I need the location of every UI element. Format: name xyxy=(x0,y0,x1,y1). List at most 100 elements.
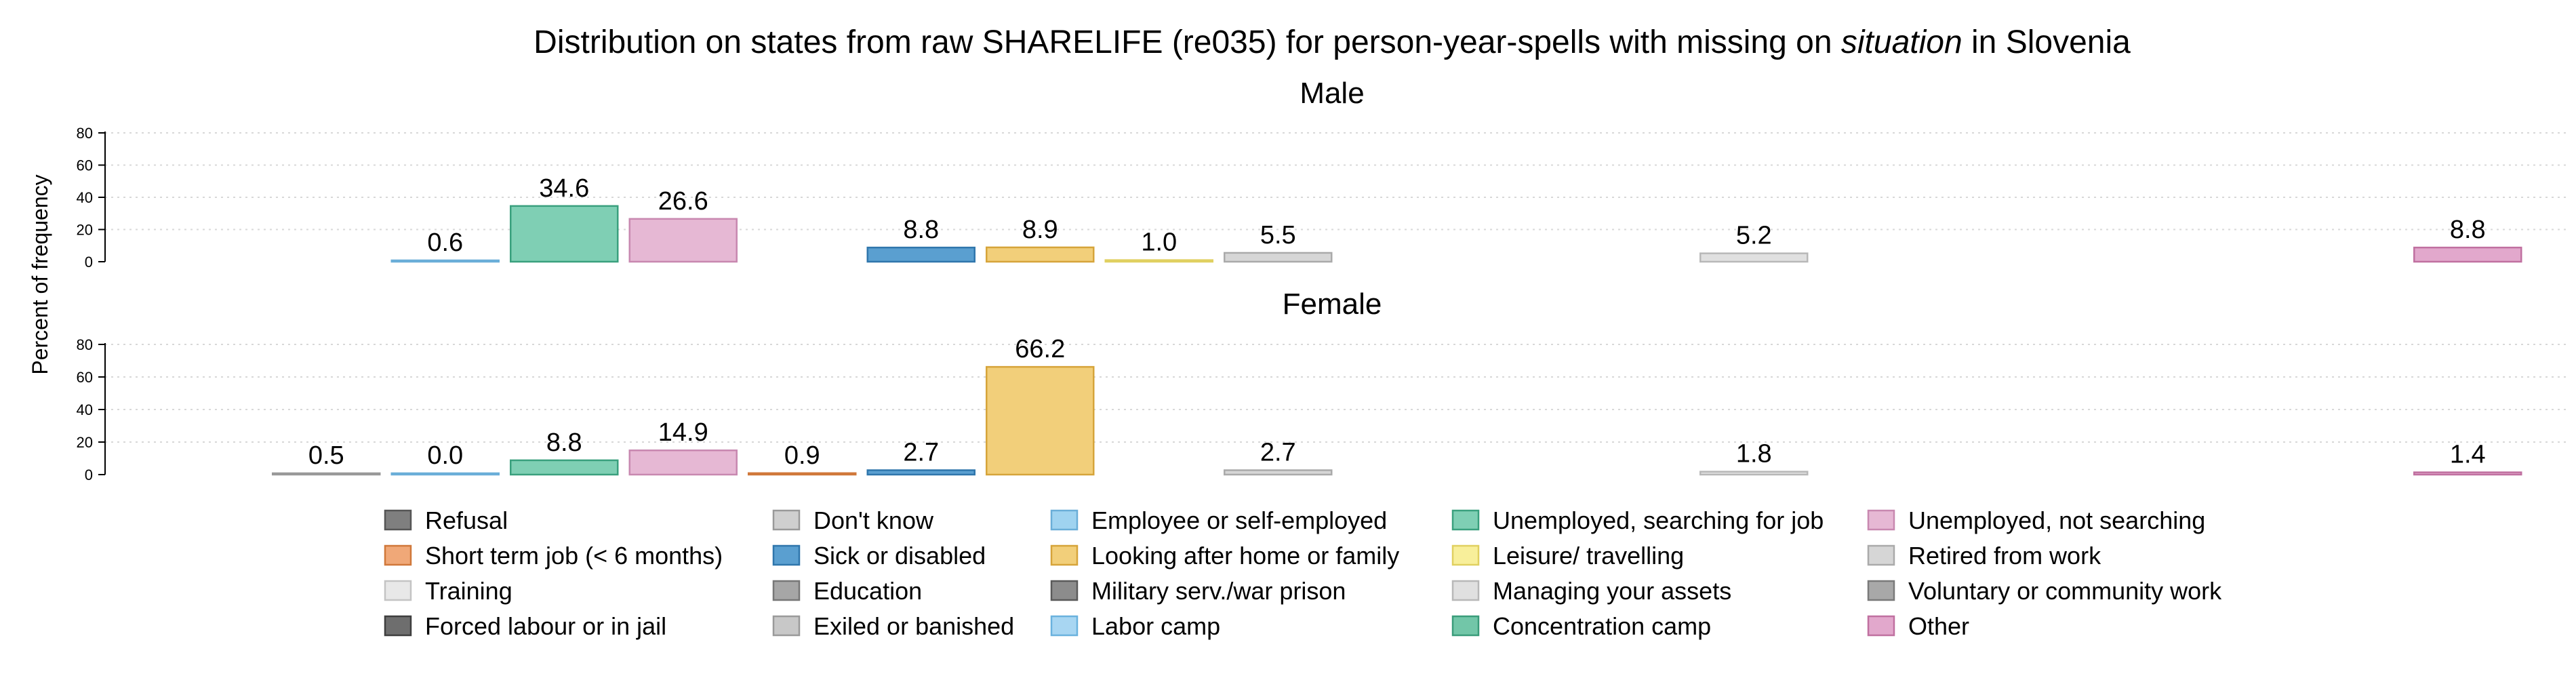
bar xyxy=(2413,471,2522,476)
data-label: 5.2 xyxy=(1736,222,1772,250)
legend-label: Don't know xyxy=(813,506,934,534)
legend-swatch xyxy=(384,509,412,531)
y-tick-label: 60 xyxy=(77,157,93,174)
legend-item: Retired from work xyxy=(1867,542,2101,570)
legend-swatch xyxy=(1050,615,1079,637)
legend-swatch xyxy=(772,580,801,601)
data-label: 8.8 xyxy=(903,216,939,244)
legend-swatch xyxy=(1867,615,1895,637)
chart-title-part: Distribution on states from raw SHARELIF… xyxy=(534,24,1841,60)
legend-item: Short term job (< 6 months) xyxy=(384,542,723,570)
bar xyxy=(866,246,975,263)
legend-label: Refusal xyxy=(425,506,508,534)
legend-label: Other xyxy=(1908,612,1969,640)
legend-label: Labor camp xyxy=(1091,612,1220,640)
legend-swatch xyxy=(1451,615,1480,637)
data-label: 0.6 xyxy=(427,228,463,257)
bar xyxy=(272,472,381,476)
bar xyxy=(628,449,738,476)
bar xyxy=(1224,252,1333,263)
chart-title-italic-part: situation xyxy=(1841,24,1963,60)
legend-item: Unemployed, searching for job xyxy=(1451,506,1824,534)
legend-item: Voluntary or community work xyxy=(1867,577,2222,605)
data-label: 5.5 xyxy=(1260,221,1296,250)
legend-label: Managing your assets xyxy=(1493,577,1731,605)
legend-swatch xyxy=(1867,544,1895,566)
bar xyxy=(628,218,738,263)
legend-item: Leisure/ travelling xyxy=(1451,542,1684,570)
legend-item: Sick or disabled xyxy=(772,542,986,570)
legend-label: Exiled or banished xyxy=(813,612,1014,640)
legend-swatch xyxy=(384,615,412,637)
legend-label: Voluntary or community work xyxy=(1908,577,2222,605)
legend-label: Employee or self-employed xyxy=(1091,506,1387,534)
legend-swatch xyxy=(1867,580,1895,601)
bar xyxy=(510,205,619,263)
legend-label: Short term job (< 6 months) xyxy=(425,542,723,570)
y-tick-label: 40 xyxy=(77,401,93,418)
legend-item: Other xyxy=(1867,612,1969,640)
legend-swatch xyxy=(772,544,801,566)
bar xyxy=(2413,246,2522,263)
data-label: 0.9 xyxy=(784,441,820,470)
panel-title: Female xyxy=(1283,287,1382,321)
legend-label: Unemployed, searching for job xyxy=(1493,506,1824,534)
y-tick-label: 80 xyxy=(77,125,93,142)
legend-item: Military serv./war prison xyxy=(1050,577,1346,605)
y-tick-label: 0 xyxy=(85,254,93,271)
data-label: 1.0 xyxy=(1141,228,1177,257)
y-tick-label: 40 xyxy=(77,189,93,206)
legend-label: Retired from work xyxy=(1908,542,2101,570)
legend-label: Training xyxy=(425,577,512,605)
legend-item: Education xyxy=(772,577,922,605)
bar xyxy=(986,246,1095,263)
legend-label: Concentration camp xyxy=(1493,612,1711,640)
y-tick-label: 20 xyxy=(77,222,93,239)
legend-swatch xyxy=(772,509,801,531)
data-label: 66.2 xyxy=(1015,335,1065,363)
legend-swatch xyxy=(1451,509,1480,531)
legend-swatch xyxy=(384,544,412,566)
data-label: 0.5 xyxy=(308,441,344,470)
bar xyxy=(390,259,500,263)
data-label: 8.8 xyxy=(546,428,582,457)
data-label: 8.9 xyxy=(1022,216,1058,244)
legend-item: Managing your assets xyxy=(1451,577,1731,605)
legend-label: Looking after home or family xyxy=(1091,542,1399,570)
bar xyxy=(748,472,857,476)
legend-label: Unemployed, not searching xyxy=(1908,506,2205,534)
panel-male: Male 0 20 40 60 80 0.6 34.6 26.6 8.8 8.9 1.0 5.5 5.2 8… xyxy=(77,77,2566,271)
y-tick-label: 0 xyxy=(85,466,93,483)
y-tick-label: 20 xyxy=(77,434,93,451)
legend-swatch xyxy=(1050,580,1079,601)
bar xyxy=(1699,471,1809,476)
legend-label: Education xyxy=(813,577,922,605)
legend-swatch xyxy=(1451,544,1480,566)
legend-swatch xyxy=(1050,509,1079,531)
chart-panels: Male 0 20 40 60 80 0.6 34.6 26.6 8.8 8.9 1.0 5.5 5.2 8… xyxy=(77,77,2566,483)
legend-item: Employee or self-employed xyxy=(1050,506,1387,534)
legend-item: Unemployed, not searching xyxy=(1867,506,2205,534)
legend-swatch xyxy=(772,615,801,637)
panel-title: Male xyxy=(1300,77,1364,110)
legend-item: Labor camp xyxy=(1050,612,1220,640)
legend-item: Concentration camp xyxy=(1451,612,1711,640)
data-label: 8.8 xyxy=(2450,216,2486,244)
legend-item: Training xyxy=(384,577,512,605)
data-label: 26.6 xyxy=(658,187,708,216)
legend-label: Military serv./war prison xyxy=(1091,577,1346,605)
chart-title: Distribution on states from raw SHARELIF… xyxy=(534,24,2131,60)
data-label: 34.6 xyxy=(539,174,589,203)
y-axis-label: Percent of frequency xyxy=(28,174,52,374)
data-label: 2.7 xyxy=(903,439,939,467)
panel-female: Female 0 20 40 60 80 0.5 0.0 8.8 14.9 0.9 2.7 66.2 2.… xyxy=(77,287,2566,483)
legend-item: Looking after home or family xyxy=(1050,542,1399,570)
legend-item: Exiled or banished xyxy=(772,612,1014,640)
legend-swatch xyxy=(1451,580,1480,601)
bar xyxy=(1224,469,1333,476)
legend-item: Refusal xyxy=(384,506,508,534)
y-tick-label: 60 xyxy=(77,369,93,386)
legend-item: Don't know xyxy=(772,506,934,534)
bar xyxy=(510,459,619,476)
legend-swatch xyxy=(1867,509,1895,531)
